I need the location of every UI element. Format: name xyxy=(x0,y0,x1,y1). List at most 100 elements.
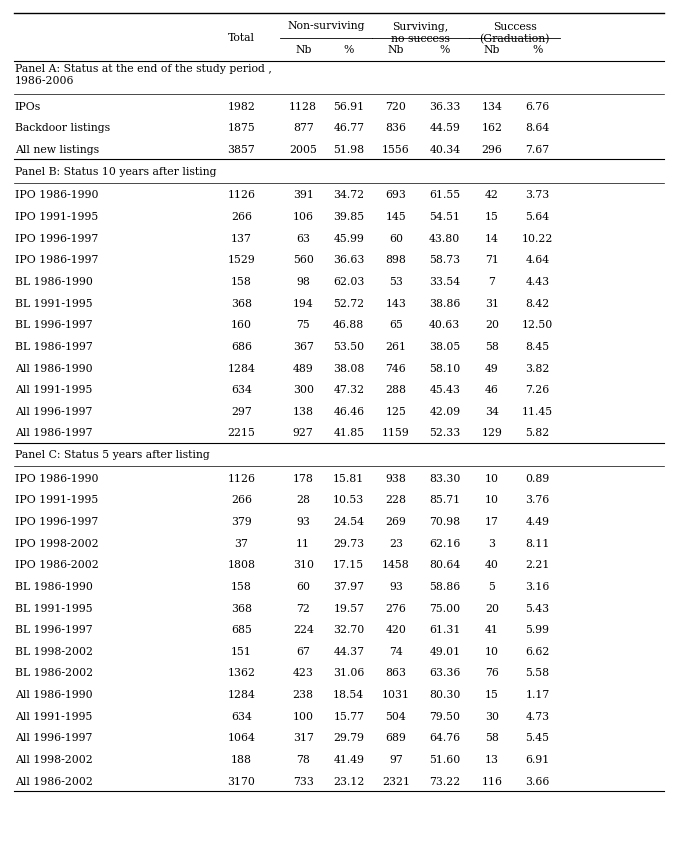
Text: IPO 1991-1995: IPO 1991-1995 xyxy=(15,212,98,222)
Text: 125: 125 xyxy=(386,407,406,417)
Text: All new listings: All new listings xyxy=(15,145,99,155)
Text: 300: 300 xyxy=(293,385,314,395)
Text: 178: 178 xyxy=(293,474,314,484)
Text: 4.49: 4.49 xyxy=(525,517,549,527)
Text: 276: 276 xyxy=(386,604,406,614)
Text: 74: 74 xyxy=(389,647,403,657)
Text: 4.43: 4.43 xyxy=(525,277,550,287)
Text: 158: 158 xyxy=(231,277,252,287)
Text: 143: 143 xyxy=(386,299,406,309)
Text: 46.88: 46.88 xyxy=(333,320,364,330)
Text: 560: 560 xyxy=(293,256,314,266)
Text: 162: 162 xyxy=(481,123,502,133)
Text: IPO 1996-1997: IPO 1996-1997 xyxy=(15,233,98,244)
Text: 2005: 2005 xyxy=(290,145,317,155)
Text: 56.91: 56.91 xyxy=(333,102,364,112)
Text: 30: 30 xyxy=(485,711,499,722)
Text: 38.05: 38.05 xyxy=(429,342,460,351)
Text: 60: 60 xyxy=(389,233,403,244)
Text: 8.11: 8.11 xyxy=(525,538,550,548)
Text: Panel A: Status at the end of the study period ,
1986-2006: Panel A: Status at the end of the study … xyxy=(15,64,272,86)
Text: 689: 689 xyxy=(386,734,406,744)
Text: 310: 310 xyxy=(293,560,314,571)
Text: 67: 67 xyxy=(296,647,310,657)
Text: 194: 194 xyxy=(293,299,314,309)
Text: 5.64: 5.64 xyxy=(525,212,550,222)
Text: 98: 98 xyxy=(296,277,310,287)
Text: 93: 93 xyxy=(296,517,310,527)
Text: %: % xyxy=(439,45,450,55)
Text: 224: 224 xyxy=(293,625,314,635)
Text: All 1996-1997: All 1996-1997 xyxy=(15,407,92,417)
Text: 116: 116 xyxy=(481,777,502,787)
Text: 17.15: 17.15 xyxy=(333,560,364,571)
Text: 72: 72 xyxy=(296,604,310,614)
Text: 3857: 3857 xyxy=(228,145,255,155)
Text: 61.31: 61.31 xyxy=(429,625,460,635)
Text: 6.62: 6.62 xyxy=(525,647,550,657)
Text: 13: 13 xyxy=(485,755,499,765)
Text: 8.42: 8.42 xyxy=(525,299,550,309)
Text: 151: 151 xyxy=(231,647,252,657)
Text: IPO 1986-2002: IPO 1986-2002 xyxy=(15,560,98,571)
Text: 296: 296 xyxy=(481,145,502,155)
Text: 46: 46 xyxy=(485,385,499,395)
Text: 634: 634 xyxy=(231,711,252,722)
Text: 634: 634 xyxy=(231,385,252,395)
Text: 64.76: 64.76 xyxy=(429,734,460,744)
Text: 17: 17 xyxy=(485,517,499,527)
Text: 20: 20 xyxy=(485,320,499,330)
Text: BL 1991-1995: BL 1991-1995 xyxy=(15,604,92,614)
Text: 45.99: 45.99 xyxy=(334,233,364,244)
Text: 41.49: 41.49 xyxy=(334,755,364,765)
Text: 7: 7 xyxy=(489,277,496,287)
Text: 1284: 1284 xyxy=(227,363,256,374)
Text: 15.77: 15.77 xyxy=(334,711,364,722)
Text: 2321: 2321 xyxy=(382,777,410,787)
Text: 44.59: 44.59 xyxy=(429,123,460,133)
Text: 41: 41 xyxy=(485,625,499,635)
Text: 40: 40 xyxy=(485,560,499,571)
Text: 3.73: 3.73 xyxy=(525,190,550,200)
Text: 188: 188 xyxy=(231,755,252,765)
Text: 685: 685 xyxy=(231,625,252,635)
Text: 228: 228 xyxy=(386,496,406,505)
Text: Total: Total xyxy=(228,32,255,42)
Text: 63: 63 xyxy=(296,233,311,244)
Text: 41.85: 41.85 xyxy=(333,429,364,438)
Text: 58.86: 58.86 xyxy=(429,582,460,592)
Text: 23.12: 23.12 xyxy=(333,777,365,787)
Text: 1556: 1556 xyxy=(382,145,410,155)
Text: 58: 58 xyxy=(485,734,499,744)
Text: 423: 423 xyxy=(293,668,314,678)
Text: 34.72: 34.72 xyxy=(333,190,364,200)
Text: 75.00: 75.00 xyxy=(429,604,460,614)
Text: All 1991-1995: All 1991-1995 xyxy=(15,711,92,722)
Text: 5.58: 5.58 xyxy=(525,668,550,678)
Text: 80.64: 80.64 xyxy=(429,560,460,571)
Text: 4.73: 4.73 xyxy=(525,711,550,722)
Text: 6.76: 6.76 xyxy=(525,102,550,112)
Text: 1064: 1064 xyxy=(227,734,256,744)
Text: 76: 76 xyxy=(485,668,499,678)
Text: 40.34: 40.34 xyxy=(429,145,460,155)
Text: 160: 160 xyxy=(231,320,252,330)
Text: 1126: 1126 xyxy=(227,190,256,200)
Text: 71: 71 xyxy=(485,256,499,266)
Text: 61.55: 61.55 xyxy=(429,190,460,200)
Text: 129: 129 xyxy=(481,429,502,438)
Text: 42: 42 xyxy=(485,190,499,200)
Text: BL 1996-1997: BL 1996-1997 xyxy=(15,320,92,330)
Text: 23: 23 xyxy=(389,538,403,548)
Text: BL 1986-2002: BL 1986-2002 xyxy=(15,668,93,678)
Text: 686: 686 xyxy=(231,342,252,351)
Text: Panel C: Status 5 years after listing: Panel C: Status 5 years after listing xyxy=(15,451,210,460)
Text: 31: 31 xyxy=(485,299,499,309)
Text: 2215: 2215 xyxy=(227,429,256,438)
Text: 80.30: 80.30 xyxy=(429,690,460,700)
Text: All 1996-1997: All 1996-1997 xyxy=(15,734,92,744)
Text: 49.01: 49.01 xyxy=(429,647,460,657)
Text: 47.32: 47.32 xyxy=(333,385,364,395)
Text: IPO 1991-1995: IPO 1991-1995 xyxy=(15,496,98,505)
Text: Non-surviving: Non-surviving xyxy=(287,21,365,31)
